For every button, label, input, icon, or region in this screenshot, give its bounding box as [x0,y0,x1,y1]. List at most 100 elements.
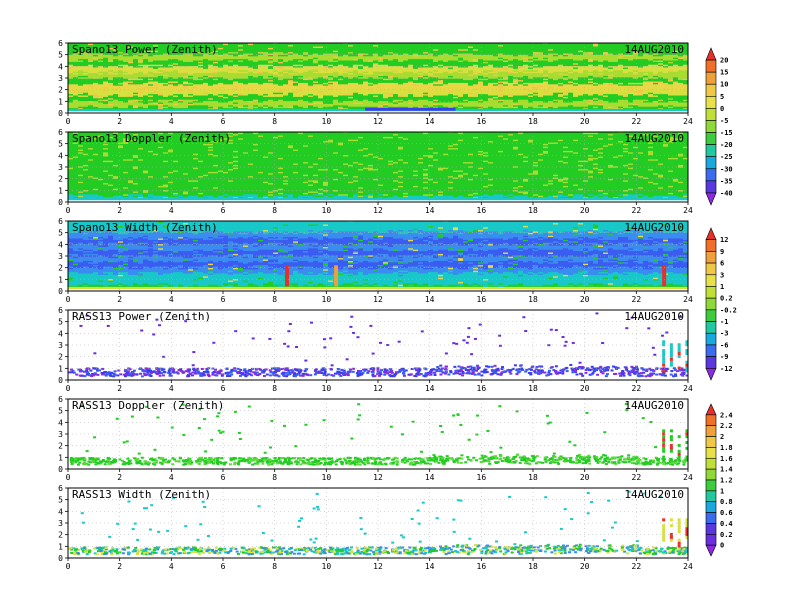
heatmap-cell [398,44,404,47]
heatmap-cell [73,66,79,69]
heatmap-cell [568,66,574,69]
heatmap-cell [423,80,429,83]
heatmap-cell [123,73,129,76]
heatmap-cell [183,61,189,64]
heatmap-cell [123,78,129,81]
heatmap-cell [518,90,524,93]
heatmap-cell [338,57,344,60]
heatmap-cell [193,69,199,72]
heatmap-cell [438,69,444,72]
heatmap-cell [328,45,334,48]
heatmap-cell [348,80,354,83]
heatmap-cell [343,47,349,50]
heatmap-cell [158,78,164,81]
heatmap-cell [343,76,349,79]
heatmap-cell [308,48,314,51]
heatmap-cell [318,97,324,100]
heatmap-cell [438,101,444,104]
heatmap-cell [198,103,204,106]
heatmap-cell [223,101,229,104]
heatmap-cell [98,48,104,51]
heatmap-cell [333,96,339,99]
heatmap-cell [193,79,199,82]
heatmap-cell [173,48,179,51]
heatmap-cell [193,75,199,78]
heatmap-cell [318,94,324,97]
heatmap-cell [543,79,549,82]
heatmap-cell [78,54,84,57]
heatmap-cell [258,47,264,50]
heatmap-cell [328,71,334,74]
heatmap-cell [413,45,419,48]
heatmap-cell [223,86,229,89]
heatmap-cell [248,107,254,110]
heatmap-cell [483,51,489,54]
heatmap-cell [163,61,169,64]
heatmap-cell [458,97,464,100]
heatmap-cell [198,75,204,78]
heatmap-cell [553,65,559,68]
heatmap-cell [543,62,549,65]
heatmap-cell [428,94,434,97]
heatmap-cell [218,101,224,104]
heatmap-cell [423,85,429,88]
heatmap-cell [448,68,454,71]
heatmap-cell [438,43,444,46]
heatmap-cell [168,55,174,58]
heatmap-cell [558,104,564,107]
heatmap-cell [563,103,569,106]
heatmap-cell [483,48,489,51]
heatmap-cell [513,72,519,75]
heatmap-cell [93,71,99,74]
heatmap-cell [73,89,79,92]
heatmap-cell [83,85,89,88]
heatmap-cell [118,94,124,97]
heatmap-cell [523,97,529,100]
heatmap-cell [418,83,424,86]
heatmap-cell [68,69,74,72]
heatmap-cell [513,101,519,104]
heatmap-cell [528,50,534,53]
heatmap-cell [163,79,169,82]
heatmap-cell [208,52,214,55]
heatmap-cell [403,66,409,69]
heatmap-cell [308,86,314,89]
heatmap-cell [428,101,434,104]
heatmap-cell [518,61,524,64]
heatmap-cell [123,66,129,69]
heatmap-cell [548,68,554,71]
heatmap-cell [113,64,119,67]
heatmap-cell [153,54,159,57]
heatmap-cell [188,82,194,85]
heatmap-cell [88,79,94,82]
heatmap-cell [388,65,394,68]
heatmap-cell [573,104,579,107]
heatmap-cell [443,59,449,62]
heatmap-cell [378,44,384,47]
heatmap-cell [98,71,104,74]
heatmap-cell [368,87,374,90]
heatmap-cell [563,73,569,76]
heatmap-cell [308,66,314,69]
heatmap-cell [583,101,589,104]
heatmap-cell [443,68,449,71]
heatmap-cell [463,64,469,67]
heatmap-cell [533,97,539,100]
heatmap-cell [383,55,389,58]
heatmap-cell [503,68,509,71]
heatmap-cell [528,78,534,81]
heatmap-cell [458,72,464,75]
heatmap-cell [503,66,509,69]
heatmap-cell [368,85,374,88]
heatmap-cell [453,106,459,109]
heatmap-cell [403,78,409,81]
heatmap-cell [408,73,414,76]
heatmap-cell [253,59,259,62]
heatmap-cell [178,104,184,107]
heatmap-cell [198,73,204,76]
heatmap-cell [73,57,79,60]
heatmap-cell [193,55,199,58]
heatmap-cell [233,85,239,88]
heatmap-cell [413,62,419,65]
